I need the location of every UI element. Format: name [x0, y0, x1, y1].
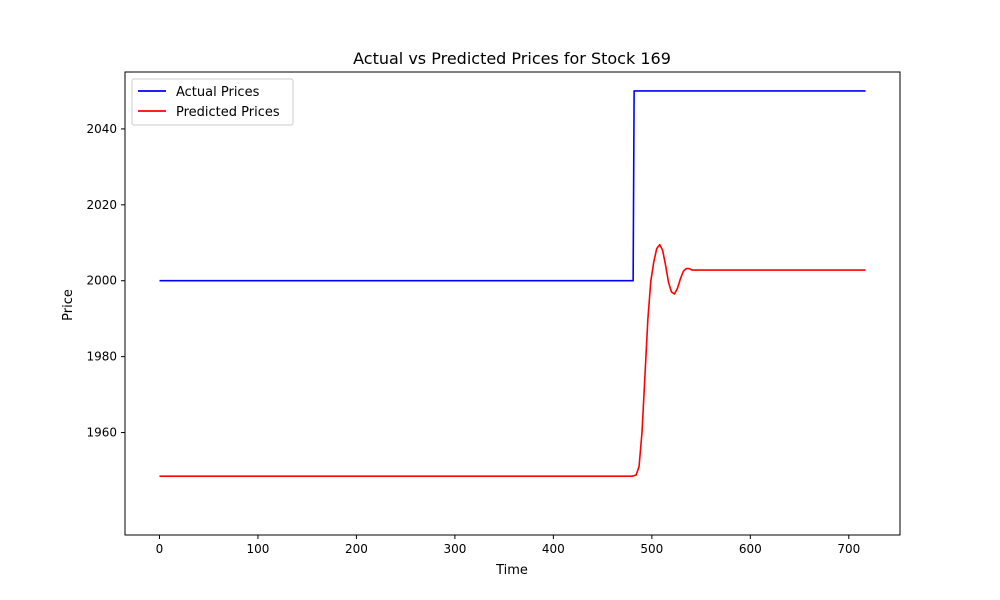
y-tick-label: 1980 — [86, 350, 117, 364]
x-tick-label: 200 — [345, 542, 368, 556]
x-tick-label: 600 — [739, 542, 762, 556]
x-tick-label: 700 — [837, 542, 860, 556]
x-tick-label: 500 — [640, 542, 663, 556]
x-tick-label: 0 — [156, 542, 164, 556]
y-tick-label: 2040 — [86, 122, 117, 136]
plot-area — [124, 71, 901, 536]
series-line-2 — [159, 243, 866, 477]
legend-label-1: Actual Prices — [176, 85, 260, 100]
series-line-1 — [159, 90, 866, 282]
x-tick-label: 300 — [443, 542, 466, 556]
x-tick-label: 400 — [542, 542, 565, 556]
y-tick-label: 1960 — [86, 426, 117, 440]
x-tick-label: 100 — [246, 542, 269, 556]
y-tick-label: 2000 — [86, 274, 117, 288]
x-axis-label: Time — [495, 563, 528, 578]
legend-label-2: Predicted Prices — [176, 105, 280, 120]
legend-box — [131, 78, 294, 126]
y-axis-label: Price — [61, 289, 76, 321]
axis-ticks: 0 100 200 300 400 500 600 700 1960 1980 2000 2020 20… — [86, 122, 860, 556]
plot-frame — [124, 71, 901, 536]
y-tick-label: 2020 — [86, 198, 117, 212]
chart-title: Actual vs Predicted Prices for Stock 169 — [353, 49, 671, 68]
legend: Actual Prices Predicted Prices — [131, 78, 294, 126]
